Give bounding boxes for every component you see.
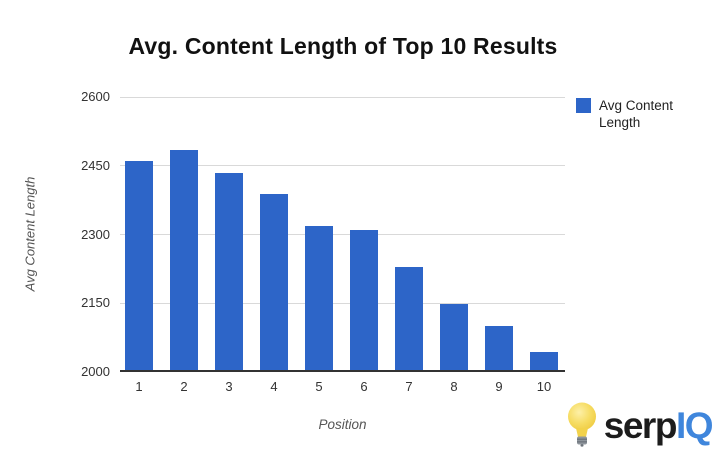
legend: Avg Content Length [576, 97, 685, 131]
x-tick-label-8: 8 [450, 379, 458, 394]
gridline-2300 [120, 234, 565, 235]
y-tick-label-2150: 2150 [81, 295, 110, 311]
chart-title: Avg. Content Length of Top 10 Results [128, 33, 558, 59]
x-axis-title: Position [318, 417, 367, 432]
x-tick-label-4: 4 [270, 379, 278, 394]
legend-swatch-icon [576, 98, 591, 113]
bar-position-10 [530, 351, 558, 370]
logo-text-iq: IQ [675, 405, 714, 446]
y-axis-title: Avg Content Length [22, 176, 38, 292]
x-tick-label-2: 2 [180, 379, 188, 394]
gridline-2450 [120, 165, 565, 167]
x-tick-label-7: 7 [405, 379, 413, 394]
legend-label: Avg Content Length [599, 98, 674, 130]
serpiq-logo: serpIQ [565, 402, 714, 450]
gridline-2600 [120, 96, 565, 98]
y-tick-label-2450: 2450 [81, 157, 110, 173]
logo-text-serp: serp [603, 405, 678, 446]
y-tick-label-2600: 2600 [81, 89, 110, 104]
gridline-2150 [120, 302, 565, 304]
bar-position-6 [350, 230, 378, 370]
bar-position-9 [485, 326, 513, 370]
bar-position-3 [215, 172, 243, 370]
bar-position-5 [305, 225, 333, 370]
x-tick-label-3: 3 [225, 379, 233, 394]
y-tick-label-2000: 2000 [81, 364, 110, 379]
x-tick-label-1: 1 [135, 379, 143, 394]
y-tick-label-2300: 2300 [81, 226, 110, 242]
plot-area [120, 96, 565, 372]
bar-position-8 [440, 303, 468, 370]
bar-position-1 [125, 161, 153, 370]
x-tick-label-9: 9 [495, 379, 503, 394]
x-tick-label-6: 6 [360, 379, 368, 394]
x-tick-label-10: 10 [536, 379, 552, 394]
bar-position-4 [260, 193, 288, 370]
lightbulb-icon [567, 402, 596, 447]
bar-position-2 [170, 150, 198, 370]
bar-position-7 [395, 266, 423, 370]
x-tick-label-5: 5 [315, 379, 323, 394]
